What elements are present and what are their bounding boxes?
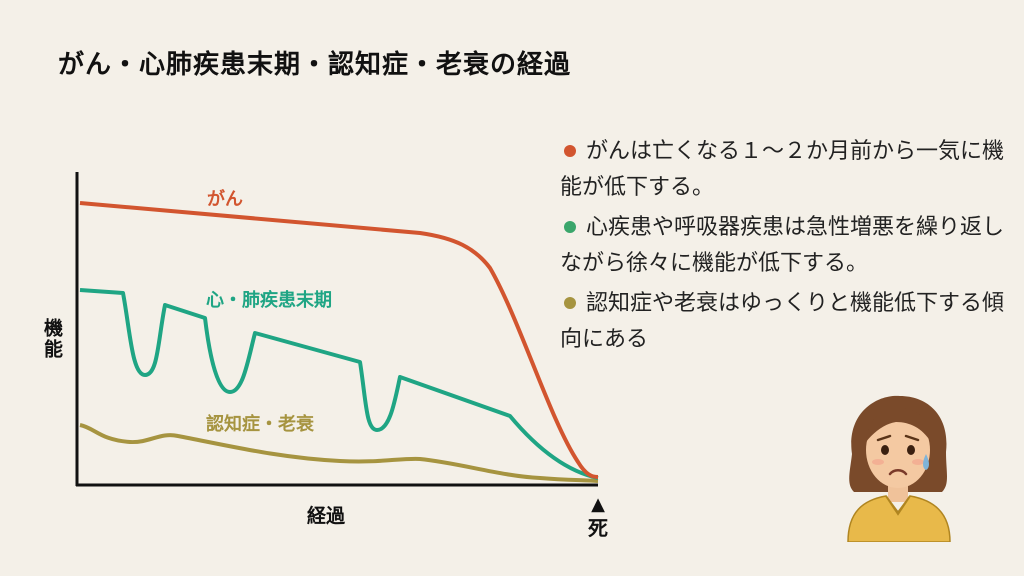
series-dementia-line xyxy=(79,423,599,483)
bullet-dot-icon xyxy=(564,145,576,157)
note-heart-lung: 心疾患や呼吸器疾患は急性増悪を繰り返しながら徐々に機能が低下する。 xyxy=(560,210,1005,282)
note-text: 認知症や老衰はゆっくりと機能低下する傾向にある xyxy=(560,291,1005,352)
series-label-heart-lung: 心・肺疾患末期 xyxy=(206,289,332,311)
death-marker-icon: ▲ xyxy=(591,494,605,515)
y-axis-label: 機能 xyxy=(41,317,63,360)
note-cancer: がんは亡くなる１～２か月前から一気に機能が低下する。 xyxy=(560,134,1005,206)
bullet-dot-icon xyxy=(564,297,576,309)
bullet-dot-icon xyxy=(564,221,576,233)
x-axis-label: 経過 xyxy=(307,504,346,527)
series-label-cancer: がん xyxy=(207,188,243,210)
note-text: がんは亡くなる１～２か月前から一気に機能が低下する。 xyxy=(560,139,1005,200)
page-title: がん・心肺疾患末期・認知症・老衰の経過 xyxy=(58,50,572,80)
series-heart-lung-line xyxy=(79,288,599,480)
note-text: 心疾患や呼吸器疾患は急性増悪を繰り返しながら徐々に機能が低下する。 xyxy=(560,215,1005,276)
worried-woman-icon xyxy=(847,395,951,542)
explanation-list: がんは亡くなる１～２か月前から一気に機能が低下する。 心疾患や呼吸器疾患は急性増… xyxy=(560,134,1005,362)
series-label-dementia: 認知症・老衰 xyxy=(206,413,315,435)
series-cancer-line xyxy=(79,201,599,479)
death-label: 死 xyxy=(588,516,608,540)
note-dementia: 認知症や老衰はゆっくりと機能低下する傾向にある xyxy=(560,286,1005,358)
